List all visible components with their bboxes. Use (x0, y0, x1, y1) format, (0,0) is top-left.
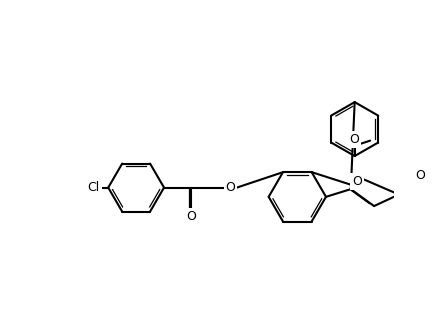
Text: O: O (226, 181, 236, 194)
Text: O: O (186, 210, 196, 223)
Text: O: O (415, 169, 425, 182)
Text: O: O (350, 133, 360, 146)
Text: Cl: Cl (87, 181, 99, 194)
Text: O: O (352, 175, 362, 188)
